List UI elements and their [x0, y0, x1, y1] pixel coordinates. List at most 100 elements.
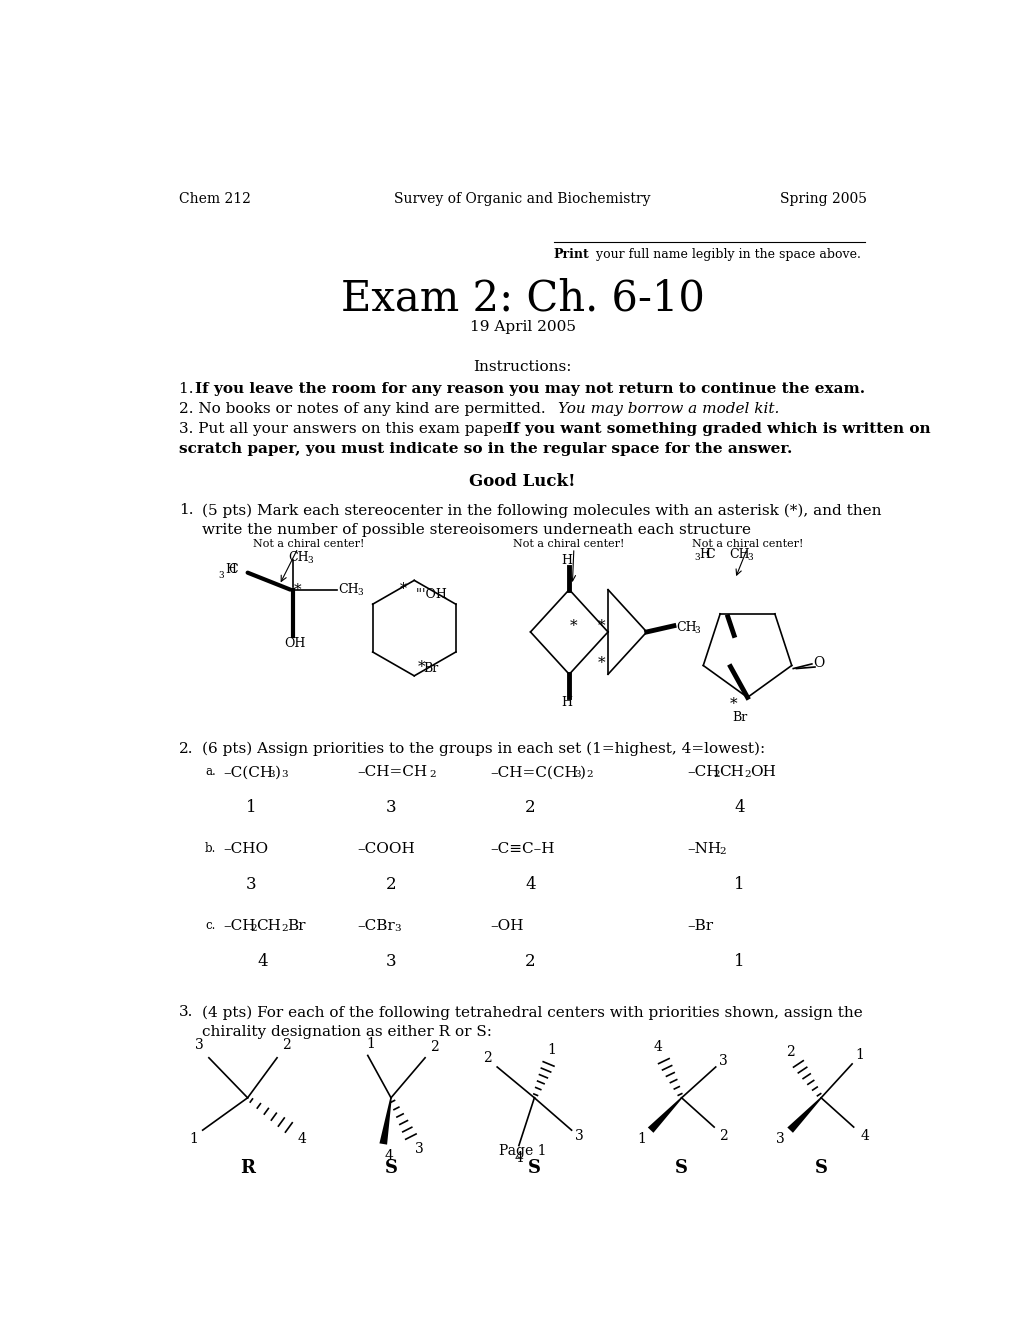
Text: –NH: –NH — [687, 842, 720, 857]
Text: S: S — [384, 1159, 397, 1177]
Text: *: * — [729, 697, 737, 710]
Text: c.: c. — [205, 919, 215, 932]
Text: 19 April 2005: 19 April 2005 — [470, 321, 575, 334]
Text: H: H — [560, 554, 572, 568]
Text: 4: 4 — [258, 953, 268, 970]
Text: 4: 4 — [384, 1150, 393, 1163]
Text: 1.: 1. — [178, 503, 193, 517]
Text: CH: CH — [718, 766, 744, 779]
Text: 1.: 1. — [178, 381, 198, 396]
Text: 2: 2 — [525, 799, 535, 816]
Text: If you leave the room for any reason you may not return to continue the exam.: If you leave the room for any reason you… — [195, 381, 864, 396]
Text: 3: 3 — [694, 626, 700, 635]
Text: 2: 2 — [385, 876, 396, 894]
Text: –CHO: –CHO — [223, 842, 268, 857]
Text: ): ) — [580, 766, 586, 779]
Text: Survey of Organic and Biochemistry: Survey of Organic and Biochemistry — [394, 193, 650, 206]
Text: Exam 2: Ch. 6-10: Exam 2: Ch. 6-10 — [340, 277, 704, 319]
Text: *: * — [399, 582, 407, 595]
Text: 3: 3 — [218, 572, 223, 581]
Text: –CBr: –CBr — [357, 919, 394, 933]
Polygon shape — [379, 1098, 391, 1144]
Text: CH: CH — [338, 583, 359, 597]
Text: 3: 3 — [574, 770, 580, 779]
Text: C: C — [228, 564, 237, 576]
Text: 3: 3 — [414, 1142, 423, 1155]
Text: 2: 2 — [718, 1130, 728, 1143]
Text: 3: 3 — [385, 799, 396, 816]
Text: H: H — [699, 548, 710, 561]
Text: H: H — [560, 696, 572, 709]
Text: 1: 1 — [246, 799, 257, 816]
Text: CH: CH — [676, 622, 696, 634]
Text: 4: 4 — [859, 1130, 868, 1143]
Text: Print: Print — [553, 248, 589, 261]
Text: 3: 3 — [385, 953, 396, 970]
Text: (4 pts) For each of the following tetrahedral centers with priorities shown, ass: (4 pts) For each of the following tetrah… — [202, 1006, 862, 1020]
Text: Chem 212: Chem 212 — [178, 193, 251, 206]
Text: 4: 4 — [514, 1151, 523, 1164]
Text: 2: 2 — [586, 770, 592, 779]
Text: 2: 2 — [712, 770, 719, 779]
Text: 2: 2 — [280, 924, 287, 933]
Text: You may borrow a model kit.: You may borrow a model kit. — [557, 401, 779, 416]
Text: H: H — [225, 564, 236, 576]
Text: CH: CH — [729, 548, 749, 561]
Text: OH: OH — [750, 766, 775, 779]
Text: 3: 3 — [268, 770, 275, 779]
Text: 3: 3 — [357, 589, 362, 597]
Text: 2: 2 — [525, 953, 535, 970]
Text: 1: 1 — [734, 876, 744, 894]
Text: –CH: –CH — [687, 766, 718, 779]
Text: write the number of possible stereoisomers underneath each structure: write the number of possible stereoisome… — [202, 524, 750, 537]
Text: 2: 2 — [429, 770, 436, 779]
Text: 1: 1 — [734, 953, 744, 970]
Text: *: * — [597, 619, 605, 632]
Text: 3: 3 — [195, 1039, 204, 1052]
Text: 1: 1 — [636, 1133, 645, 1146]
Text: Spring 2005: Spring 2005 — [780, 193, 866, 206]
Text: 3: 3 — [718, 1053, 728, 1068]
Text: 4: 4 — [525, 876, 535, 894]
Text: 3: 3 — [246, 876, 257, 894]
Text: –CH=CH: –CH=CH — [357, 766, 427, 779]
Text: –CH=C(CH: –CH=C(CH — [490, 766, 578, 779]
Text: Br: Br — [732, 711, 747, 725]
Text: –COOH: –COOH — [357, 842, 415, 857]
Text: 1: 1 — [189, 1133, 198, 1146]
Text: S: S — [675, 1159, 688, 1177]
Text: 3: 3 — [307, 556, 313, 565]
Text: 3: 3 — [575, 1130, 583, 1143]
Text: –OH: –OH — [490, 919, 523, 933]
Text: Not a chiral center!: Not a chiral center! — [513, 539, 625, 549]
Text: Good Luck!: Good Luck! — [469, 473, 576, 490]
Text: ): ) — [274, 766, 280, 779]
Text: Not a chiral center!: Not a chiral center! — [691, 539, 802, 549]
Text: 3: 3 — [393, 924, 400, 933]
Text: 2.: 2. — [178, 742, 193, 756]
Text: 1: 1 — [366, 1038, 375, 1051]
Text: 4: 4 — [734, 799, 744, 816]
Text: 1: 1 — [546, 1043, 555, 1057]
Text: 3: 3 — [747, 553, 752, 561]
Text: b.: b. — [205, 842, 216, 855]
Text: (6 pts) Assign priorities to the groups in each set (1=highest, 4=lowest):: (6 pts) Assign priorities to the groups … — [202, 742, 764, 756]
Text: CH: CH — [256, 919, 281, 933]
Text: 3. Put all your answers on this exam paper.: 3. Put all your answers on this exam pap… — [178, 422, 517, 436]
Text: Page 1: Page 1 — [498, 1144, 546, 1158]
Text: '''OH: '''OH — [416, 589, 447, 601]
Text: Br: Br — [423, 663, 438, 675]
Text: O: O — [812, 656, 824, 671]
Text: OH: OH — [283, 638, 305, 651]
Text: –C(CH: –C(CH — [223, 766, 273, 779]
Text: –C≡C–H: –C≡C–H — [490, 842, 554, 857]
Polygon shape — [647, 1097, 682, 1133]
Text: 2: 2 — [250, 924, 257, 933]
Text: 3.: 3. — [178, 1006, 193, 1019]
Text: 3: 3 — [775, 1133, 785, 1146]
Text: 2. No books or notes of any kind are permitted.: 2. No books or notes of any kind are per… — [178, 401, 549, 416]
Text: 1: 1 — [855, 1048, 863, 1061]
Text: *: * — [570, 619, 577, 632]
Text: 4: 4 — [298, 1133, 306, 1146]
Text: S: S — [814, 1159, 826, 1177]
